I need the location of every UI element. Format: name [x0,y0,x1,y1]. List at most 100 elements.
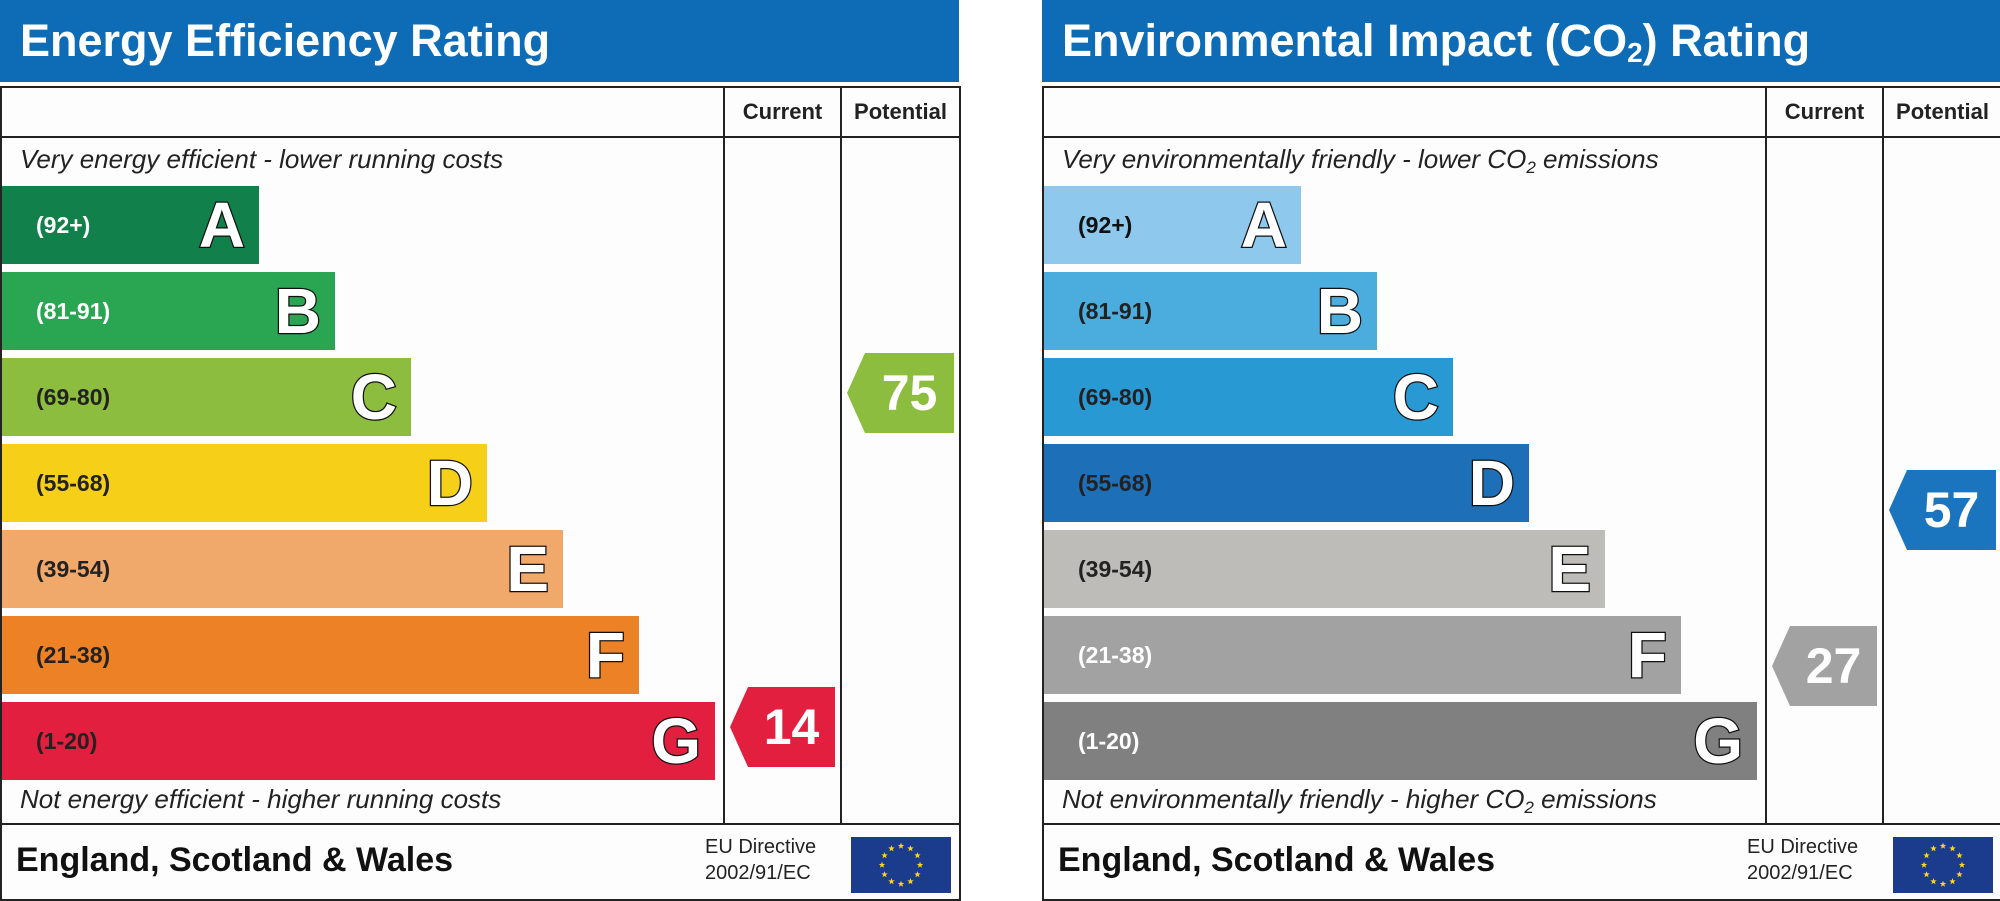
environmental-impact-chart: Environmental Impact (CO2) Rating Curren… [1042,0,2000,901]
rating-band-a: (92+) A [2,186,259,264]
band-range-label: (21-38) [36,642,111,668]
rating-band-d: (55-68) D [2,444,487,522]
rating-band-c: (69-80) C [2,358,411,436]
rating-band-b: (81-91) B [1044,272,1377,350]
chart-title: Energy Efficiency Rating [20,15,551,66]
band-letter: G [650,705,702,778]
band-letter: A [198,189,247,262]
band-letter: G [1692,705,1744,778]
rating-arrow-shape [1889,470,1996,550]
eu-flag-star [1949,845,1956,852]
chart-frame: Current Potential Very energy efficient … [0,86,961,901]
band-range-label: (39-54) [36,556,111,582]
rating-band-g: (1-20) G [1044,702,1757,780]
column-divider-current [723,88,725,825]
band-letter: F [585,619,627,692]
band-letter: B [1316,275,1365,348]
region-label: England, Scotland & Wales [1058,841,1496,879]
band-range-label: (55-68) [36,470,111,496]
eu-flag-star [1949,878,1956,885]
band-letter: F [1627,619,1669,692]
rating-arrow-fill [847,353,954,433]
eu-flag-star [1956,852,1963,859]
eu-flag-icon [851,837,951,893]
eu-directive-text: EU Directive 2002/91/EC [1747,834,1858,886]
rating-arrow-shape [730,687,835,767]
eu-flag-star [1939,880,1947,887]
rating-band-e: (39-54) E [2,530,563,608]
band-letter: D [1468,447,1517,520]
eu-flag-star [907,878,914,885]
rating-band-a: (92+) A [1044,186,1301,264]
band-range-label: (81-91) [36,298,111,324]
column-divider-current [1765,88,1767,825]
current-rating-value: 27 [1805,638,1862,694]
eu-directive-text: EU Directive 2002/91/EC [705,834,816,886]
current-rating-value: 14 [763,699,820,755]
eu-flag-star [897,880,905,887]
band-letter: D [426,447,475,520]
chart-frame: Current Potential Very environmentally f… [1042,86,2000,901]
band-letter: C [1392,361,1441,434]
rating-arrow-shape [847,353,954,433]
current-rating-arrow: 14 [730,687,835,767]
rating-band-b: (81-91) B [2,272,335,350]
eu-flag-star [1923,852,1930,859]
band-range-label: (69-80) [1078,384,1153,410]
footer-divider [1044,823,2000,825]
potential-column-header: Potential [854,99,947,124]
eu-flag-star [1923,871,1930,878]
band-range-label: (92+) [36,212,91,238]
band-range-label: (92+) [1078,212,1133,238]
band-range-label: (1-20) [36,728,98,754]
eu-flag-star [881,852,888,859]
rating-band-c: (69-80) C [1044,358,1453,436]
note-top: Very environmentally friendly - lower CO… [1062,144,1659,177]
eu-flag-star [1920,861,1928,868]
header-divider [2,136,959,138]
rating-band-f: (21-38) F [2,616,639,694]
eu-flag-star [916,861,924,868]
band-letter: E [1547,533,1592,606]
header-divider [1044,136,2000,138]
band-letter: C [350,361,399,434]
eu-flag-star [907,845,914,852]
eu-flag-star [1958,861,1966,868]
rating-arrow-shape [1772,626,1877,706]
eu-directive-line1: EU Directive [705,836,817,858]
note-bottom: Not environmentally friendly - higher CO… [1062,784,1657,817]
current-column-header: Current [742,99,823,124]
band-range-label: (39-54) [1078,556,1153,582]
rating-arrow-fill [730,687,835,767]
column-divider-potential [840,88,842,825]
chart-title: Environmental Impact (CO2) Rating [1062,15,1811,68]
title-bar: Energy Efficiency Rating [0,0,959,82]
region-label: England, Scotland & Wales [16,841,454,879]
energy-efficiency-chart: Energy Efficiency Rating Current Potenti… [0,0,961,901]
band-letter: E [505,533,550,606]
eu-flag-star [914,871,921,878]
potential-rating-value: 57 [1923,482,1980,538]
note-bottom: Not energy efficient - higher running co… [20,784,502,814]
rating-arrow-fill [1772,626,1877,706]
potential-rating-arrow: 57 [1889,470,1996,550]
band-letter: A [1240,189,1289,262]
band-letter: B [274,275,323,348]
eu-flag-star [1930,845,1937,852]
potential-column-header: Potential [1896,99,1989,124]
eu-flag-star [888,878,895,885]
eu-flag-star [1939,842,1947,849]
current-rating-arrow: 27 [1772,626,1877,706]
eu-flag-star [881,871,888,878]
potential-rating-value: 75 [881,365,938,421]
eu-flag-star [878,861,886,868]
eu-flag-star [914,852,921,859]
eu-directive-line2: 2002/91/EC [1747,862,1853,884]
rating-arrow-fill [1889,470,1996,550]
eu-flag-star [897,842,905,849]
eu-flag-star [1956,871,1963,878]
rating-band-d: (55-68) D [1044,444,1529,522]
eu-directive-line2: 2002/91/EC [705,862,811,884]
title-bar: Environmental Impact (CO2) Rating [1042,0,2000,82]
potential-rating-arrow: 75 [847,353,954,433]
